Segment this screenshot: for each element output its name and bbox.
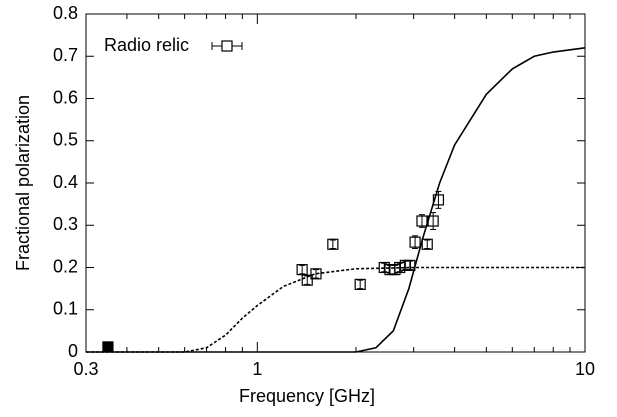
model-curve <box>86 266 585 353</box>
point <box>327 238 339 250</box>
point <box>378 261 390 274</box>
point <box>432 194 445 206</box>
x-tick-label: 1 <box>252 359 262 379</box>
point <box>310 268 322 280</box>
y-tick-label: 0.5 <box>53 130 78 150</box>
point <box>102 341 114 353</box>
legend-label: Radio relic <box>104 35 189 55</box>
y-tick-label: 0.1 <box>53 299 78 319</box>
y-tick-label: 0.4 <box>53 172 78 192</box>
y-tick-label: 0.6 <box>53 87 78 107</box>
point <box>409 236 421 248</box>
y-axis-label: Fractional polarization <box>13 95 33 271</box>
point <box>416 215 428 227</box>
y-tick-label: 0.2 <box>53 256 78 276</box>
y-tick-label: 0 <box>68 341 78 361</box>
y-tick-label: 0.8 <box>53 3 78 23</box>
x-axis-label: Frequency [GHz] <box>239 386 375 406</box>
x-tick-label: 0.3 <box>73 359 98 379</box>
plot-frame <box>85 13 586 353</box>
y-tick-label: 0.7 <box>53 45 78 65</box>
x-tick-label: 10 <box>575 359 595 379</box>
point <box>301 274 313 286</box>
point <box>421 238 433 250</box>
point <box>354 278 366 290</box>
legend-symbol <box>221 40 233 52</box>
model-curve <box>86 47 586 353</box>
y-tick-label: 0.3 <box>53 214 78 234</box>
